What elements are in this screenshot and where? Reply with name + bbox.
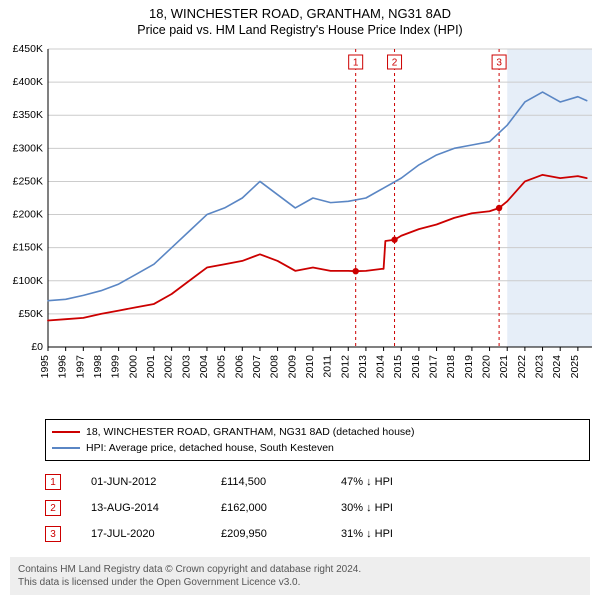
svg-text:2: 2 [392, 58, 398, 69]
marker-badge-1: 1 [45, 474, 61, 490]
svg-text:2003: 2003 [180, 355, 192, 379]
svg-text:2001: 2001 [145, 355, 157, 379]
svg-text:3: 3 [496, 58, 502, 69]
svg-text:2020: 2020 [481, 355, 493, 379]
svg-text:2023: 2023 [534, 355, 546, 379]
svg-text:1996: 1996 [57, 355, 69, 379]
legend-row-property: 18, WINCHESTER ROAD, GRANTHAM, NG31 8AD … [52, 424, 583, 440]
marker-pct-3: 31% ↓ HPI [341, 528, 471, 540]
svg-text:£350K: £350K [13, 109, 43, 121]
marker-price-3: £209,950 [221, 528, 311, 540]
marker-row-2: 2 13-AUG-2014 £162,000 30% ↓ HPI [45, 495, 590, 521]
legend: 18, WINCHESTER ROAD, GRANTHAM, NG31 8AD … [45, 419, 590, 461]
footer-note: Contains HM Land Registry data © Crown c… [10, 557, 590, 595]
svg-text:£50K: £50K [18, 308, 43, 320]
svg-text:2021: 2021 [498, 355, 510, 379]
legend-swatch-property [52, 431, 80, 433]
footer-line-1: Contains HM Land Registry data © Crown c… [18, 563, 582, 576]
marker-pct-1: 47% ↓ HPI [341, 476, 471, 488]
marker-date-3: 17-JUL-2020 [91, 528, 191, 540]
marker-row-1: 1 01-JUN-2012 £114,500 47% ↓ HPI [45, 469, 590, 495]
svg-text:2013: 2013 [357, 355, 369, 379]
svg-text:2002: 2002 [163, 355, 175, 379]
svg-text:2016: 2016 [410, 355, 422, 379]
svg-text:£0: £0 [31, 341, 43, 353]
marker-badge-2: 2 [45, 500, 61, 516]
svg-text:£300K: £300K [13, 142, 43, 154]
legend-swatch-hpi [52, 447, 80, 449]
chart-svg: £0 £50K £100K £150K £200K £250K £300K £350K £400… [0, 37, 600, 415]
legend-label-hpi: HPI: Average price, detached house, Sout… [86, 442, 334, 454]
legend-row-hpi: HPI: Average price, detached house, Sout… [52, 440, 583, 456]
svg-text:2000: 2000 [127, 355, 139, 379]
svg-text:2012: 2012 [339, 355, 351, 379]
legend-label-property: 18, WINCHESTER ROAD, GRANTHAM, NG31 8AD … [86, 426, 415, 438]
marker-row-3: 3 17-JUL-2020 £209,950 31% ↓ HPI [45, 521, 590, 547]
svg-text:2009: 2009 [286, 355, 298, 379]
svg-text:2014: 2014 [375, 355, 387, 379]
marker-date-2: 13-AUG-2014 [91, 502, 191, 514]
svg-text:2005: 2005 [216, 355, 228, 379]
title-address: 18, WINCHESTER ROAD, GRANTHAM, NG31 8AD [0, 6, 600, 21]
marker-date-1: 01-JUN-2012 [91, 476, 191, 488]
svg-text:2019: 2019 [463, 355, 475, 379]
svg-text:£450K: £450K [13, 43, 43, 55]
svg-text:2024: 2024 [551, 355, 563, 379]
chart-titles: 18, WINCHESTER ROAD, GRANTHAM, NG31 8AD … [0, 0, 600, 37]
svg-text:2011: 2011 [322, 355, 334, 378]
marker-badge-3: 3 [45, 526, 61, 542]
svg-text:£100K: £100K [13, 275, 43, 287]
svg-text:£200K: £200K [13, 209, 43, 221]
svg-text:£250K: £250K [13, 175, 43, 187]
chart-area: £0 £50K £100K £150K £200K £250K £300K £350K £400… [0, 37, 600, 415]
svg-text:1999: 1999 [110, 355, 122, 379]
svg-text:£150K: £150K [13, 242, 43, 254]
svg-text:1995: 1995 [39, 355, 51, 379]
svg-text:2022: 2022 [516, 355, 528, 379]
marker-price-1: £114,500 [221, 476, 311, 488]
marker-pct-2: 30% ↓ HPI [341, 502, 471, 514]
svg-text:2015: 2015 [392, 355, 404, 379]
svg-text:2008: 2008 [269, 355, 281, 379]
svg-text:£400K: £400K [13, 76, 43, 88]
svg-text:2017: 2017 [428, 355, 440, 379]
footer-line-2: This data is licensed under the Open Gov… [18, 576, 582, 589]
svg-text:2004: 2004 [198, 355, 210, 379]
marker-price-2: £162,000 [221, 502, 311, 514]
svg-text:1997: 1997 [74, 355, 86, 379]
svg-text:2006: 2006 [233, 355, 245, 379]
svg-text:2018: 2018 [445, 355, 457, 379]
title-subtitle: Price paid vs. HM Land Registry's House … [0, 23, 600, 37]
svg-text:2010: 2010 [304, 355, 316, 379]
svg-text:1: 1 [353, 58, 359, 69]
marker-table: 1 01-JUN-2012 £114,500 47% ↓ HPI 2 13-AU… [45, 469, 590, 547]
svg-text:2025: 2025 [569, 355, 581, 379]
svg-text:2007: 2007 [251, 355, 263, 379]
svg-text:1998: 1998 [92, 355, 104, 379]
